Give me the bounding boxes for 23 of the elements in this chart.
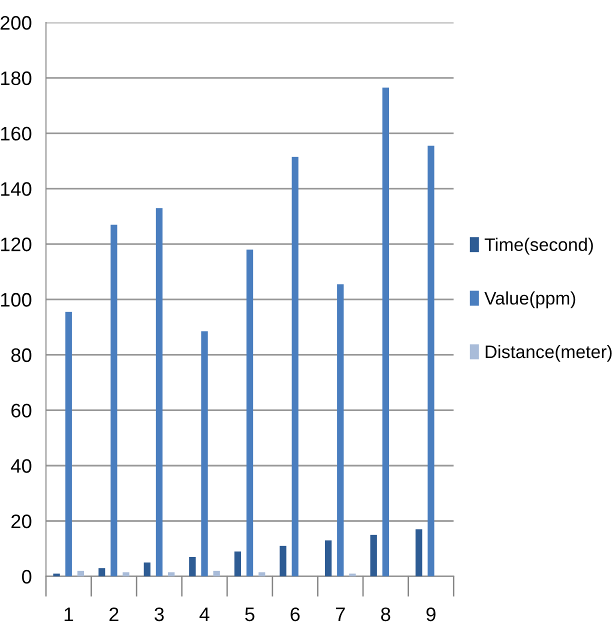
x-tick-label: 3 — [154, 607, 164, 622]
x-tick-label: 8 — [381, 607, 390, 622]
y-tick-label: 200 — [0, 16, 32, 30]
y-tick-label: 100 — [1, 292, 32, 307]
y-tick-label: 120 — [1, 238, 32, 252]
y-tick-label: 80 — [11, 348, 32, 362]
y-tick-label: 180 — [1, 71, 32, 86]
x-tick-label: 9 — [426, 607, 436, 622]
x-tick-label: 5 — [245, 608, 254, 622]
x-tick-label: 2 — [109, 607, 118, 622]
y-tick-label: 20 — [11, 514, 32, 528]
y-tick-label: 40 — [10, 459, 32, 473]
legend-label: Distance(meter) — [486, 344, 612, 362]
legend-label: Value(ppm) — [484, 291, 576, 308]
y-tick-label: 160 — [1, 126, 32, 141]
x-tick-label: 6 — [290, 607, 300, 622]
y-tick-label: 140 — [1, 182, 32, 196]
x-tick-label: 4 — [200, 608, 210, 622]
y-tick-label: 0 — [22, 570, 32, 584]
x-tick-label: 7 — [336, 608, 345, 622]
x-tick-label: 1 — [64, 608, 74, 622]
legend-label: Time(second) — [484, 238, 593, 255]
y-tick-label: 60 — [11, 404, 32, 418]
